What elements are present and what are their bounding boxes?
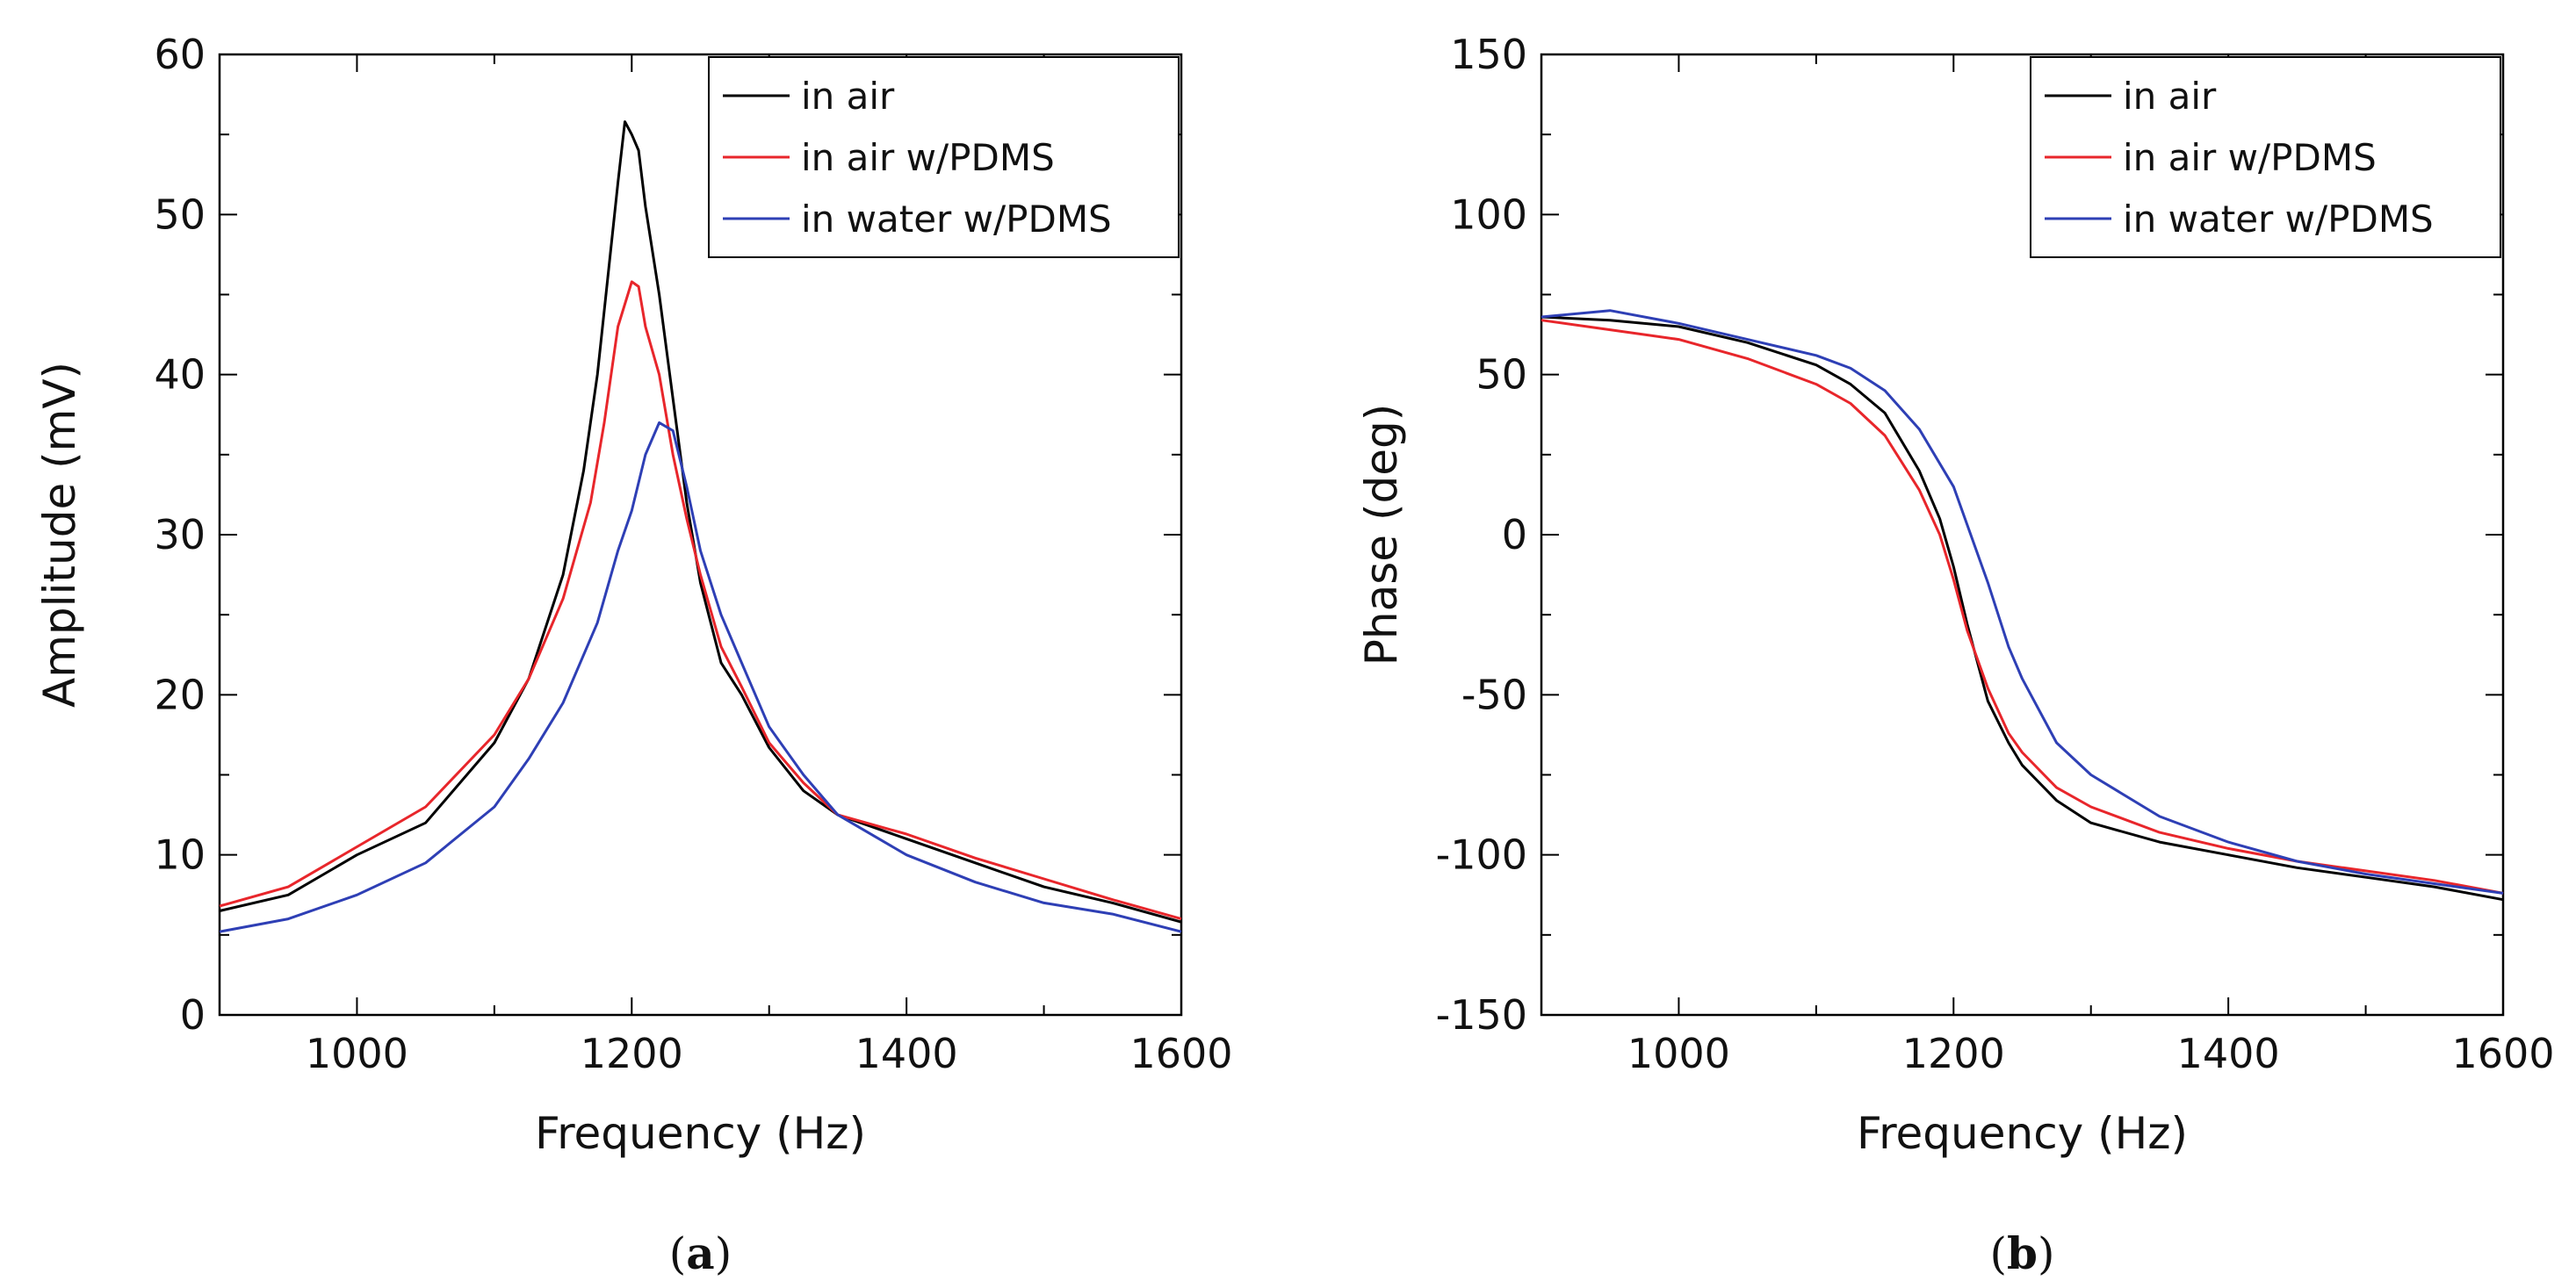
legend: in air in air w/PDMS in water w/PDMS <box>708 56 1180 258</box>
y-tick-label: 60 <box>154 31 206 78</box>
y-tick-label: 40 <box>154 351 206 399</box>
legend-label: in water w/PDMS <box>2123 198 2434 241</box>
y-axis-title: Phase (deg) <box>1356 404 1407 666</box>
series-line-2 <box>1541 319 2504 895</box>
y-tick-label: 20 <box>154 671 206 718</box>
x-tick-label: 1200 <box>1902 1030 2005 1077</box>
series-line-1 <box>219 120 1182 924</box>
x-tick-label: 1400 <box>2177 1030 2280 1077</box>
legend-label: in air <box>2123 75 2217 118</box>
legend: in air in air w/PDMS in water w/PDMS <box>2030 56 2501 258</box>
series-line-3 <box>1541 309 2504 895</box>
legend-label: in water w/PDMS <box>801 198 1112 241</box>
panel-label-letter: a <box>686 1227 714 1279</box>
y-tick-label: 50 <box>154 191 206 238</box>
y-tick-label: 150 <box>1450 31 1527 78</box>
panel-label: (b) <box>1990 1227 2055 1279</box>
y-tick-label: 10 <box>154 831 206 879</box>
chart-panel-2: 1000 1200 1400 1600 -150 -100 -50 0 50 100 150 Freq… <box>1356 31 2555 1279</box>
y-tick-label: 50 <box>1476 351 1527 399</box>
legend-label: in air <box>801 75 895 118</box>
legend-label: in air w/PDMS <box>801 136 1055 179</box>
series-line-2 <box>219 280 1182 921</box>
x-tick-label: 1600 <box>1129 1030 1232 1077</box>
x-axis-title: Frequency (Hz) <box>535 1108 866 1159</box>
y-tick-label: -100 <box>1436 831 1527 879</box>
x-tick-label: 1000 <box>306 1030 408 1077</box>
y-tick-label: 30 <box>154 511 206 558</box>
x-tick-label: 1200 <box>581 1030 683 1077</box>
x-tick-label: 1000 <box>1627 1030 1730 1077</box>
y-tick-label: 100 <box>1450 191 1527 238</box>
panel-label: (a) <box>669 1227 732 1279</box>
y-tick-label: 0 <box>180 991 206 1039</box>
panel-label-letter: b <box>2007 1227 2038 1279</box>
x-axis-title: Frequency (Hz) <box>1857 1108 2188 1159</box>
y-axis-title: Amplitude (mV) <box>34 362 85 708</box>
x-tick-label: 1600 <box>2451 1030 2554 1077</box>
y-tick-label: 0 <box>1502 511 1527 558</box>
chart-panel-1: 1000 1200 1400 1600 0 10 20 30 40 50 60 Frequency (… <box>34 31 1233 1279</box>
series-line-1 <box>1541 315 2504 902</box>
legend-label: in air w/PDMS <box>2123 136 2377 179</box>
series-line-3 <box>219 421 1182 933</box>
y-tick-label: -50 <box>1461 671 1527 718</box>
y-tick-label: -150 <box>1436 991 1527 1039</box>
x-tick-label: 1400 <box>855 1030 958 1077</box>
